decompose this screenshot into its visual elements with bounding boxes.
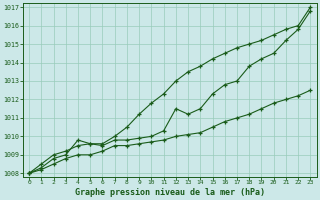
X-axis label: Graphe pression niveau de la mer (hPa): Graphe pression niveau de la mer (hPa) — [75, 188, 265, 197]
